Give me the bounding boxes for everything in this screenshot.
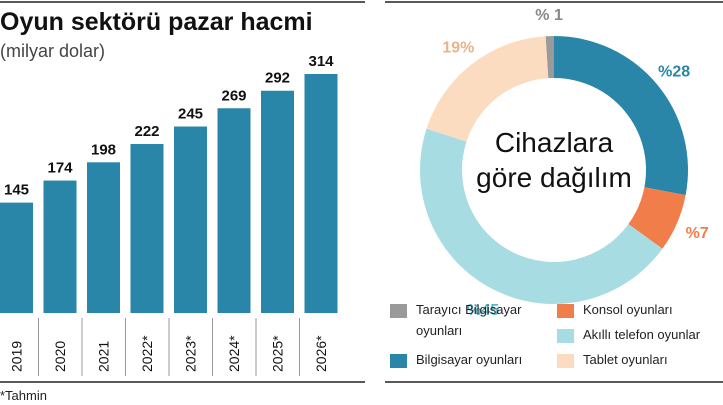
legend-swatch xyxy=(557,304,574,318)
bar xyxy=(130,144,164,313)
bar xyxy=(304,74,338,313)
legend-swatch xyxy=(390,354,407,368)
x-tick-label: 2022* xyxy=(139,335,155,372)
legend-swatch xyxy=(557,329,574,343)
legend-swatch xyxy=(390,304,407,318)
chart-title: Oyun sektörü pazar hacmi xyxy=(0,8,313,36)
x-tick-label: 2023* xyxy=(183,335,199,372)
legend-label: Tablet oyunları xyxy=(583,352,668,367)
center-text: Cihazlara xyxy=(495,127,614,158)
x-tick-label: 2020 xyxy=(52,341,68,372)
legend-label: Tarayıcı Bilgisayar oyunları xyxy=(416,302,522,338)
bar xyxy=(87,162,120,313)
value-label: %45 xyxy=(467,302,499,319)
x-tick-label: 2025* xyxy=(270,335,286,372)
value-label: 174 xyxy=(47,160,73,177)
value-label: 222 xyxy=(134,123,159,140)
value-label: 19% xyxy=(442,40,474,57)
legend-swatch xyxy=(557,354,574,368)
value-label: 245 xyxy=(178,106,203,123)
donut-slice xyxy=(554,36,688,196)
donut-slice xyxy=(628,187,686,249)
value-label: % 1 xyxy=(535,7,563,24)
bar xyxy=(261,90,294,313)
value-label: %7 xyxy=(686,225,709,242)
chart-subtitle: (milyar dolar) xyxy=(0,41,105,61)
value-label: 269 xyxy=(221,87,246,104)
x-tick-label: 2019 xyxy=(9,341,25,372)
x-tick-label: 2021 xyxy=(96,341,112,372)
value-label: 292 xyxy=(265,70,290,87)
value-label: 314 xyxy=(308,53,334,70)
bar xyxy=(217,108,251,314)
legend-label: Konsol oyunları xyxy=(583,302,673,317)
value-label: 198 xyxy=(91,141,116,158)
legend-label: Akıllı telefon oyunlar xyxy=(583,327,701,342)
x-tick-label: 2026* xyxy=(313,335,329,372)
bar xyxy=(0,202,33,313)
bar xyxy=(43,180,77,313)
footnote: *Tahmin xyxy=(0,388,47,403)
center-text: göre dağılım xyxy=(476,162,632,193)
donut-slice xyxy=(420,128,663,304)
value-label: 145 xyxy=(4,182,29,199)
x-tick-label: 2024* xyxy=(226,335,242,372)
donut-slice xyxy=(545,36,554,79)
bar xyxy=(174,126,207,314)
value-label: %28 xyxy=(658,64,690,81)
donut-slice xyxy=(426,36,549,142)
legend-label: Bilgisayar oyunları xyxy=(416,352,523,367)
